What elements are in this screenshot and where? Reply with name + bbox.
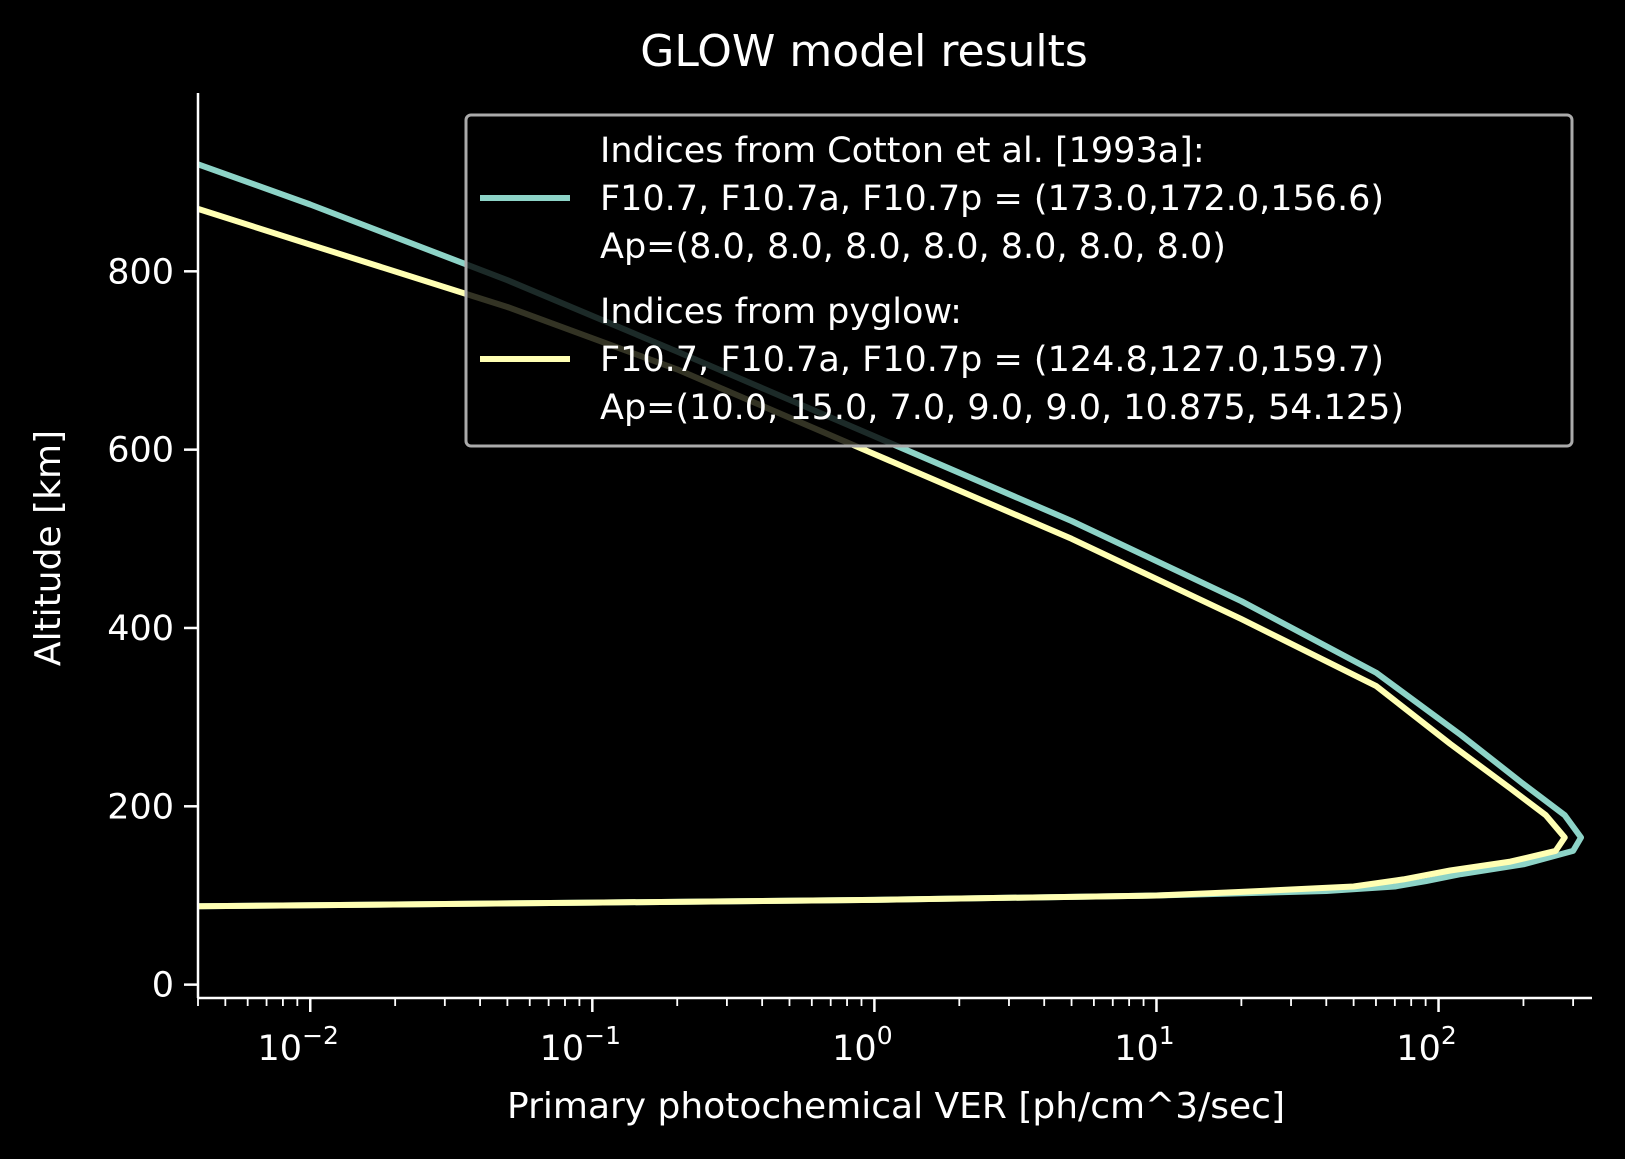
x-tick-label: 10−1 xyxy=(540,1021,621,1069)
chart-title: GLOW model results xyxy=(640,26,1088,77)
legend-label-1: Ap=(10.0, 15.0, 7.0, 9.0, 9.0, 10.875, 5… xyxy=(600,388,1404,428)
x-tick-label: 100 xyxy=(832,1021,892,1069)
x-tick-label: 102 xyxy=(1396,1021,1456,1069)
y-axis-label: Altitude [km] xyxy=(28,430,69,666)
y-tick-label: 600 xyxy=(107,431,174,471)
legend-label-1: Indices from pyglow: xyxy=(600,292,962,332)
legend-label-0: Ap=(8.0, 8.0, 8.0, 8.0, 8.0, 8.0, 8.0) xyxy=(600,227,1226,267)
legend: Indices from Cotton et al. [1993a]: F10.7… xyxy=(464,113,1574,448)
legend-label-1: F10.7, F10.7a, F10.7p = (124.8,127.0,159… xyxy=(600,340,1384,380)
y-tick-label: 400 xyxy=(107,609,174,649)
legend-label-0: Indices from Cotton et al. [1993a]: xyxy=(600,131,1205,171)
x-tick-label: 101 xyxy=(1114,1021,1174,1069)
x-axis-label: Primary photochemical VER [ph/cm^3/sec] xyxy=(507,1086,1285,1127)
y-tick-label: 800 xyxy=(107,252,174,292)
y-tick-label: 0 xyxy=(152,966,174,1006)
legend-label-0: F10.7, F10.7a, F10.7p = (173.0,172.0,156… xyxy=(600,179,1384,219)
x-tick-label: 10−2 xyxy=(258,1021,339,1069)
axes-group: 0 200 400 600 800 10−2 10−1 100 101 102 xyxy=(107,93,1592,1069)
legend-frame xyxy=(464,113,1574,448)
y-tick-label: 200 xyxy=(107,787,174,827)
